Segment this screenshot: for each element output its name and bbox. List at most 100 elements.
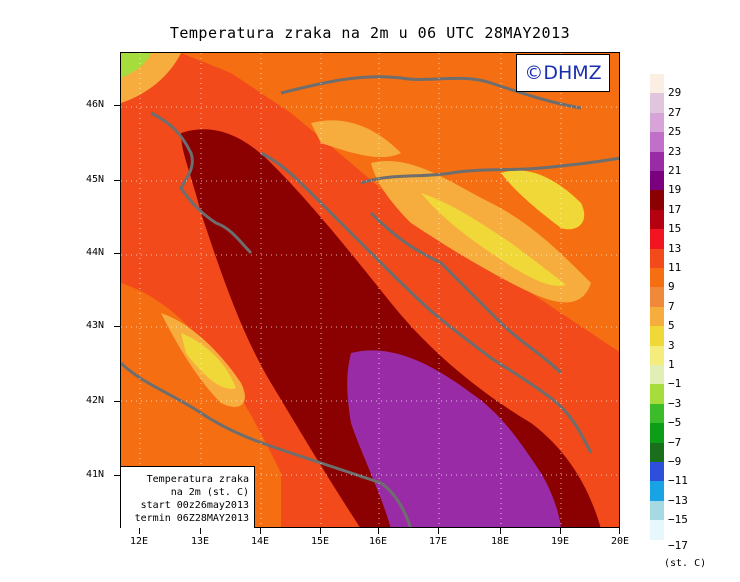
legend-label: 21 [668, 163, 682, 177]
legend-label: −5 [668, 416, 682, 430]
coastline-dalmatia [260, 151, 593, 454]
legend-swatch [650, 423, 664, 444]
legend-entry: −13 [650, 481, 710, 507]
legend-label: 29 [668, 86, 682, 100]
lon-label: 17E [428, 536, 448, 547]
legend-entry: 9 [650, 268, 710, 293]
legend-entry: 27 [650, 93, 710, 119]
legend-swatch [650, 209, 664, 230]
legend-label: 23 [668, 144, 682, 158]
legend-entry: 17 [650, 190, 710, 216]
legend-entry [650, 520, 710, 541]
apennines-cold-patch [181, 333, 236, 389]
legend-entry: 1 [650, 345, 710, 371]
legend-unit: (st. C) [664, 557, 707, 569]
legend-entry: 15 [650, 209, 710, 235]
legend-entry: −15 [650, 500, 710, 526]
legend-entry: −1 [650, 365, 710, 390]
legend-swatch [650, 268, 664, 288]
legend-label: −1 [668, 377, 682, 391]
legend-label: 9 [668, 280, 675, 294]
legend-swatch [650, 442, 664, 463]
lat-label: 44N [86, 247, 105, 258]
legend-label: −11 [668, 474, 688, 488]
lon-tick [260, 528, 261, 534]
info-box: Temperatura zraka na 2m (st. C) start 00… [121, 466, 255, 528]
legend-entry: −9 [650, 442, 710, 468]
map-title: Temperatura zraka na 2m u 06 UTC 28MAY20… [169, 24, 571, 42]
lat-tick [114, 326, 120, 327]
lon-tick [560, 528, 561, 534]
legend-label: 3 [668, 338, 675, 352]
legend-label: 25 [668, 125, 682, 139]
alps-cold-patch [121, 53, 151, 78]
lon-tick [619, 528, 620, 534]
lat-label: 46N [86, 99, 105, 110]
legend-entry: 7 [650, 287, 710, 313]
legend-entry: −11 [650, 462, 710, 487]
legend-swatch [650, 171, 664, 191]
legend-label: 17 [668, 202, 682, 216]
lat-tick [114, 401, 120, 402]
legend-swatch [650, 287, 664, 308]
legend-swatch [650, 365, 664, 385]
coastline-istria [150, 111, 253, 255]
legend-label: −15 [668, 513, 688, 527]
legend-swatch [650, 306, 664, 327]
lat-tick [114, 180, 120, 181]
highland-cold-patch [421, 193, 566, 286]
legend-entry: −5 [650, 403, 710, 429]
lon-label: 12E [129, 536, 149, 547]
legend-entry: 23 [650, 132, 710, 158]
info-line-start: start 00z26may2013 [140, 500, 249, 511]
info-line-termin: termin 06Z28MAY2013 [134, 513, 249, 524]
lon-label: 18E [490, 536, 510, 547]
legend-label: 5 [668, 319, 675, 333]
lat-tick [114, 475, 120, 476]
lon-tick [139, 528, 140, 534]
legend-swatch [650, 462, 664, 482]
temperature-field [121, 53, 619, 527]
legend-swatch [650, 384, 664, 405]
legend-entry: −3 [650, 384, 710, 410]
lon-label: 15E [310, 536, 330, 547]
lon-label: 14E [250, 536, 270, 547]
legend-label: −17 [668, 538, 688, 552]
legend-entry: 21 [650, 151, 710, 177]
legend-swatch [650, 229, 664, 250]
legend-label: 15 [668, 222, 682, 236]
alpine-patch [311, 120, 401, 158]
legend-label: −9 [668, 454, 682, 468]
legend-swatch [650, 403, 664, 424]
legend-swatch [650, 326, 664, 347]
legend-label: −7 [668, 435, 682, 449]
legend-entry: −7 [650, 423, 710, 449]
lon-label: 19E [550, 536, 570, 547]
legend-label: 13 [668, 241, 682, 255]
lat-tick [114, 105, 120, 106]
temperature-map [120, 52, 620, 528]
lat-tick [114, 253, 120, 254]
legend-swatch [650, 112, 664, 133]
lon-tick [320, 528, 321, 534]
legend-swatch [650, 151, 664, 172]
legend-label: 11 [668, 260, 682, 274]
legend-swatch [650, 74, 664, 94]
legend-entry: 3 [650, 326, 710, 352]
lon-label: 16E [368, 536, 388, 547]
legend-label: 27 [668, 105, 682, 119]
legend-entry: 13 [650, 229, 710, 255]
lon-tick [438, 528, 439, 534]
legend-entry: 5 [650, 306, 710, 332]
highland-cold-patch-2 [501, 170, 585, 230]
lat-label: 43N [86, 320, 105, 331]
legend-swatch [650, 248, 664, 269]
legend-swatch [650, 132, 664, 153]
border-north [280, 75, 582, 110]
border-sava [360, 156, 619, 185]
legend-entry: 11 [650, 248, 710, 274]
lon-tick [500, 528, 501, 534]
info-line-units: na 2m (st. C) [170, 487, 249, 498]
legend-entry: 25 [650, 112, 710, 138]
border-bosnia [369, 211, 563, 375]
